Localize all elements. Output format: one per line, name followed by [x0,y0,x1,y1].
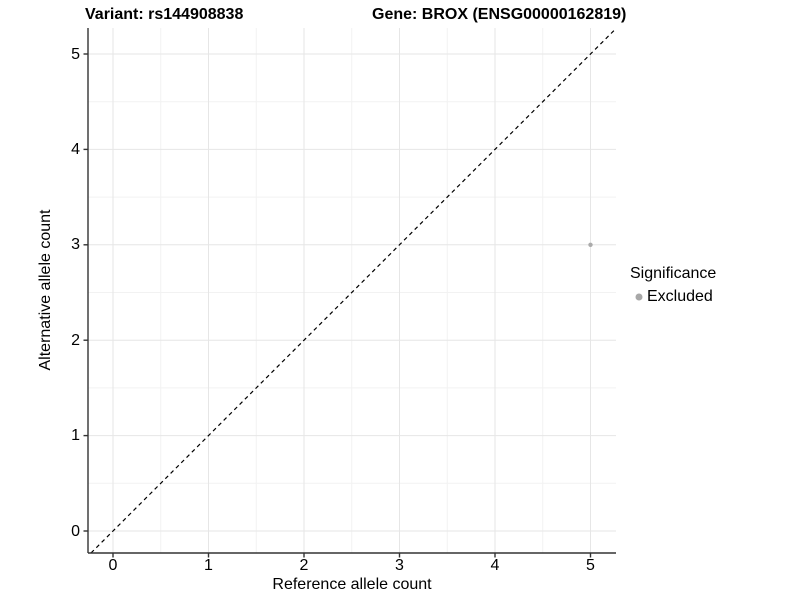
x-tick-label: 1 [204,557,213,574]
legend-item-excluded: Excluded [630,288,716,306]
legend-key [630,289,647,306]
gene-title: Gene: BROX (ENSG00000162819) [372,6,627,23]
y-tick-label: 3 [71,236,80,254]
x-tick-label: 4 [490,557,500,574]
x-axis-title: Reference allele count [272,576,432,593]
major-gridlines [88,28,616,553]
axis-lines [87,28,616,554]
x-tick-label: 5 [586,557,595,574]
x-tick-label: 2 [299,557,309,574]
data-point [588,242,593,247]
legend-title: Significance [630,265,717,282]
variant-title: Variant: rs144908838 [85,6,244,23]
y-tick-label: 2 [71,331,80,349]
legend: Significance Excluded [630,265,716,306]
x-tick-label: 3 [395,557,404,574]
x-tick-label: 0 [108,557,118,574]
y-axis-title: Alternative allele count [37,209,54,371]
y-tick-label: 0 [71,522,80,540]
tick-marks [83,53,592,558]
excluded-point-icon [635,293,642,301]
data-points [588,242,593,247]
identity-dashed-line [90,27,617,554]
y-tick-label: 1 [71,427,80,445]
minor-gridlines [88,28,616,553]
y-tick-label: 5 [71,45,80,63]
y-tick-label: 4 [71,140,80,158]
legend-item-label: Excluded [647,288,713,305]
